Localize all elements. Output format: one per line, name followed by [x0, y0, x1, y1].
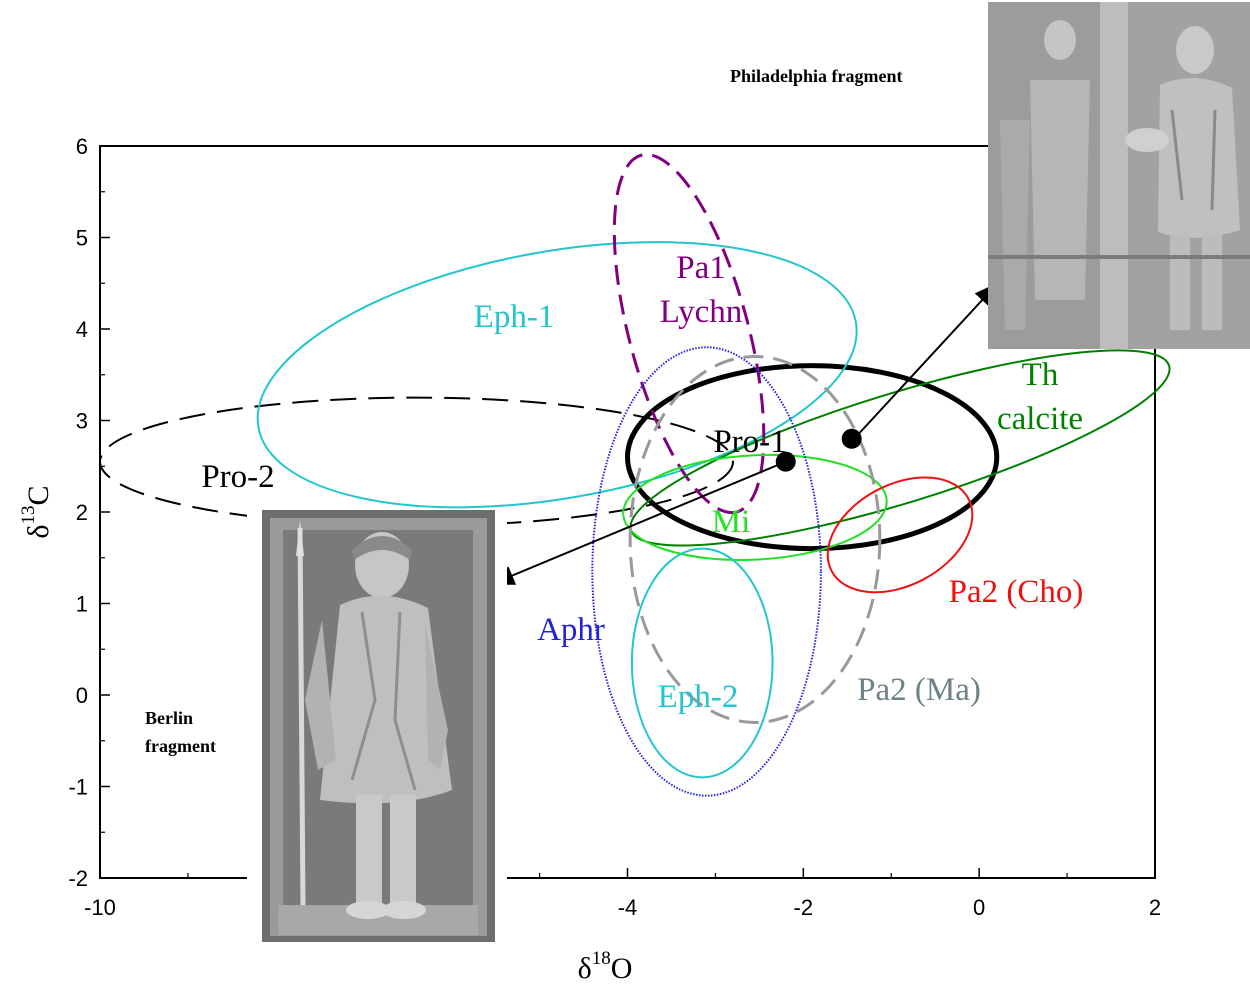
region-label-pa2-cho: Pa2 (Cho) [949, 574, 1084, 610]
y-tick-label-6: 4 [76, 317, 88, 342]
region-eph-2-ellipse [630, 547, 774, 779]
y-tick-label-3: 1 [76, 592, 88, 617]
y-tick-label-7: 5 [76, 226, 88, 251]
data-points [775, 428, 862, 472]
x-tick-label-2: -2 [794, 895, 814, 920]
region-label-pa2-ma: Pa2 (Ma) [857, 672, 981, 708]
arrow-to-berlin [490, 461, 786, 585]
region-pa1-lychn-ellipse [612, 153, 766, 515]
x-tick-label-4: 2 [1149, 895, 1161, 920]
region-label-mi: Mi [712, 504, 751, 540]
x-tick-label-1: -4 [618, 895, 638, 920]
data-point-1 [841, 428, 862, 449]
region-label-aphr: Aphr [537, 612, 605, 648]
y-tick-label-1: -1 [68, 775, 88, 800]
y-tick-label-2: 0 [76, 683, 88, 708]
region-ellipses [99, 153, 1171, 797]
region-label-eph-1: Eph-1 [474, 299, 555, 335]
region-th-calcite-ellipse [629, 349, 1171, 547]
data-point-0 [775, 451, 796, 472]
berlin-caption-line-1: Berlin [145, 708, 193, 728]
region-label-pro-2: Pro-2 [201, 459, 274, 495]
philadelphia-caption: Philadelphia fragment [730, 66, 903, 86]
region-label-pa1-lychn: Pa1 Lychn [660, 250, 742, 330]
x-axis-title: δ18O [578, 948, 633, 985]
region-pro-2-ellipse [99, 396, 734, 527]
arrow-to-philadelphia [852, 282, 999, 441]
region-pa2-cho-ellipse [826, 476, 974, 594]
region-pro-1-ellipse [625, 363, 1000, 552]
y-tick-label-4: 2 [76, 500, 88, 525]
y-tick-label-8: 6 [76, 134, 88, 159]
region-eph-1-ellipse [256, 241, 858, 509]
y-tick-label-5: 3 [76, 409, 88, 434]
x-tick-label-0: -10 [84, 895, 116, 920]
y-axis-title: δ13C [18, 485, 55, 538]
x-tick-label-3: 0 [973, 895, 985, 920]
berlin-caption-line-2: fragment [145, 736, 216, 756]
region-label-eph-2: Eph-2 [658, 679, 739, 715]
region-label-pro-1: Pro-1 [713, 424, 786, 460]
region-labels: Pro-1 Pro-2 Eph-1 Pa1 Lychn Th calcite Mi Pa2 (C… [201, 250, 1083, 715]
region-mi-ellipse [622, 453, 888, 561]
berlin-fragment-photo [247, 510, 507, 942]
region-label-th-calcite: Th calcite [997, 357, 1083, 437]
region-aphr-ellipse [591, 346, 822, 797]
y-tick-label-0: -2 [68, 866, 88, 891]
region-pa2-ma-ellipse [628, 354, 882, 724]
philadelphia-fragment-photo [988, 2, 1250, 349]
